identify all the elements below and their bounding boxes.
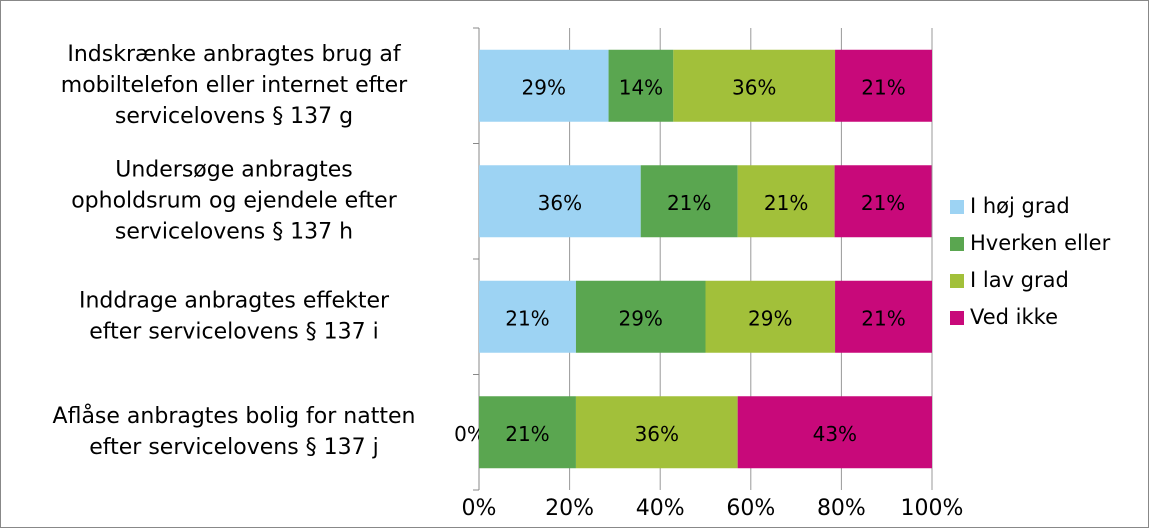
bar-segment	[705, 280, 836, 353]
y-tick-label: efter servicelovens § 137 i	[89, 319, 379, 344]
data-label: 21%	[861, 75, 905, 99]
data-label: 29%	[748, 306, 792, 330]
data-label: 36%	[635, 422, 679, 446]
y-tick-label: Aflåse anbragtes bolig for natten	[53, 403, 416, 429]
legend-swatch	[950, 311, 964, 325]
data-label: 36%	[732, 75, 776, 99]
x-tick-label: 0%	[462, 496, 497, 521]
data-label: 21%	[861, 191, 905, 215]
bar-segment	[834, 165, 932, 238]
legend-label: I høj grad	[970, 194, 1070, 218]
data-label: 36%	[538, 191, 582, 215]
data-label: 21%	[505, 422, 549, 446]
bar-segment	[737, 396, 932, 469]
legend-label: Ved ikke	[970, 305, 1058, 329]
legend-label: Hverken eller	[970, 231, 1111, 255]
legend-label: I lav grad	[970, 268, 1069, 292]
bar-segment	[608, 49, 674, 122]
legend-swatch	[950, 237, 964, 251]
x-tick-label: 60%	[726, 496, 775, 521]
y-tick-label: Indskrænke anbragtes brug af	[67, 42, 402, 67]
y-tick-label: servicelovens § 137 h	[115, 219, 353, 244]
bar-segment	[479, 165, 641, 238]
y-tick-label: efter servicelovens § 137 j	[89, 435, 379, 460]
bar-segment	[835, 49, 932, 122]
y-tick-label: Undersøge anbragtes	[115, 157, 353, 182]
bar-segment	[737, 165, 835, 238]
bar-segment	[575, 396, 738, 469]
data-label: 21%	[667, 191, 711, 215]
data-label: 14%	[619, 75, 663, 99]
x-tick-label: 80%	[817, 496, 866, 521]
bar-segment	[479, 396, 576, 469]
legend-swatch	[950, 274, 964, 288]
x-tick-label: 40%	[636, 496, 685, 521]
bar-segment	[640, 165, 738, 238]
data-label: 29%	[618, 306, 662, 330]
bar-segment	[479, 280, 576, 353]
y-tick-label: mobiltelefon eller internet efter	[61, 73, 408, 98]
data-label: 21%	[505, 306, 549, 330]
y-tick-label: opholdsrum og ejendele efter	[71, 188, 398, 213]
x-tick-label: 100%	[901, 496, 964, 521]
bar-segment	[673, 49, 836, 122]
bar-segment	[575, 280, 706, 353]
data-label: 29%	[522, 75, 566, 99]
legend-swatch	[950, 200, 964, 214]
x-tick-label: 20%	[545, 496, 594, 521]
y-tick-label: Inddrage anbragtes effekter	[79, 288, 390, 313]
bar-segment	[479, 49, 609, 122]
data-label: 21%	[764, 191, 808, 215]
data-label: 21%	[861, 306, 905, 330]
bar-segment	[835, 280, 932, 353]
data-label: 43%	[813, 422, 857, 446]
y-tick-label: servicelovens § 137 g	[115, 104, 353, 129]
